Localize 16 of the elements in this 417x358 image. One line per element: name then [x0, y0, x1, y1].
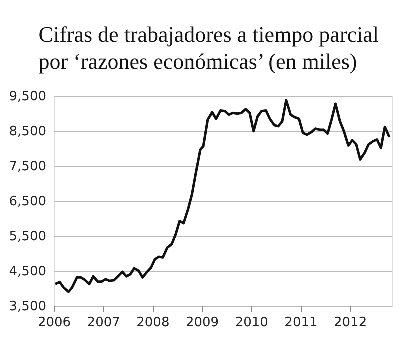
- x-tick-label: 2006: [38, 316, 72, 330]
- chart-title: Cifras de trabajadores a tiempo parcial por ‘razones económicas’ (en miles): [38, 22, 380, 74]
- y-tick-label: 9,500: [9, 90, 46, 104]
- y-tick-label: 3,500: [9, 300, 46, 314]
- x-tick-label: 2009: [186, 316, 220, 330]
- x-tick-label: 2012: [334, 316, 368, 330]
- x-tick-label: 2010: [235, 316, 268, 330]
- y-tick-label: 4,500: [9, 264, 46, 280]
- x-tick-label: 2008: [136, 316, 170, 330]
- y-tick-label: 7,500: [9, 160, 46, 174]
- y-tick-label: 6,500: [9, 194, 46, 210]
- y-tick-label: 8,500: [9, 124, 46, 140]
- x-tick-label: 2011: [284, 316, 318, 330]
- x-tick-label: 2007: [87, 316, 120, 330]
- y-tick-label: 5,500: [9, 230, 46, 244]
- line-series: [54, 99, 391, 294]
